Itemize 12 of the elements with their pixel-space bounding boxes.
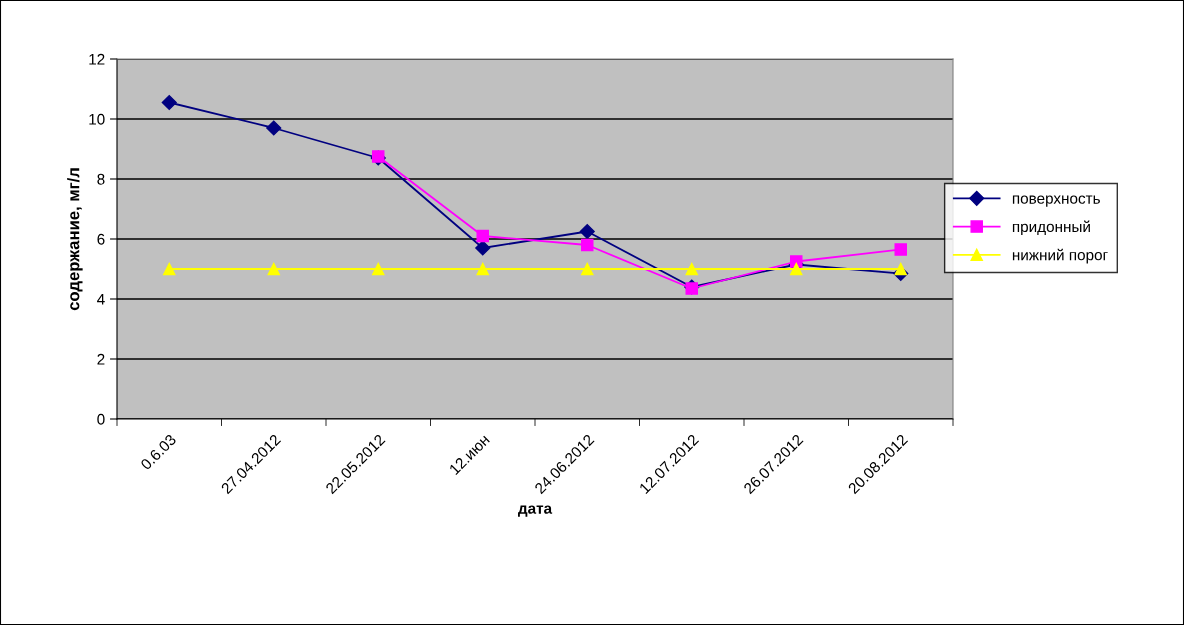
x-axis-title: дата — [518, 505, 553, 517]
y-axis-title: содержание, мг/л — [67, 168, 83, 311]
y-tick-label: 6 — [97, 233, 105, 245]
legend-label: поверхность — [1012, 195, 1100, 207]
legend-label: придонный — [1012, 220, 1090, 236]
legend-label: нижний порог — [1012, 248, 1108, 264]
y-tick-label: 12 — [89, 53, 105, 65]
y-tick-label: 2 — [97, 353, 105, 365]
y-tick-label: 4 — [97, 294, 105, 305]
y-tick-label: 8 — [97, 173, 105, 185]
y-tick-label: 10 — [89, 113, 105, 125]
y-tick-label: 0 — [97, 413, 105, 425]
